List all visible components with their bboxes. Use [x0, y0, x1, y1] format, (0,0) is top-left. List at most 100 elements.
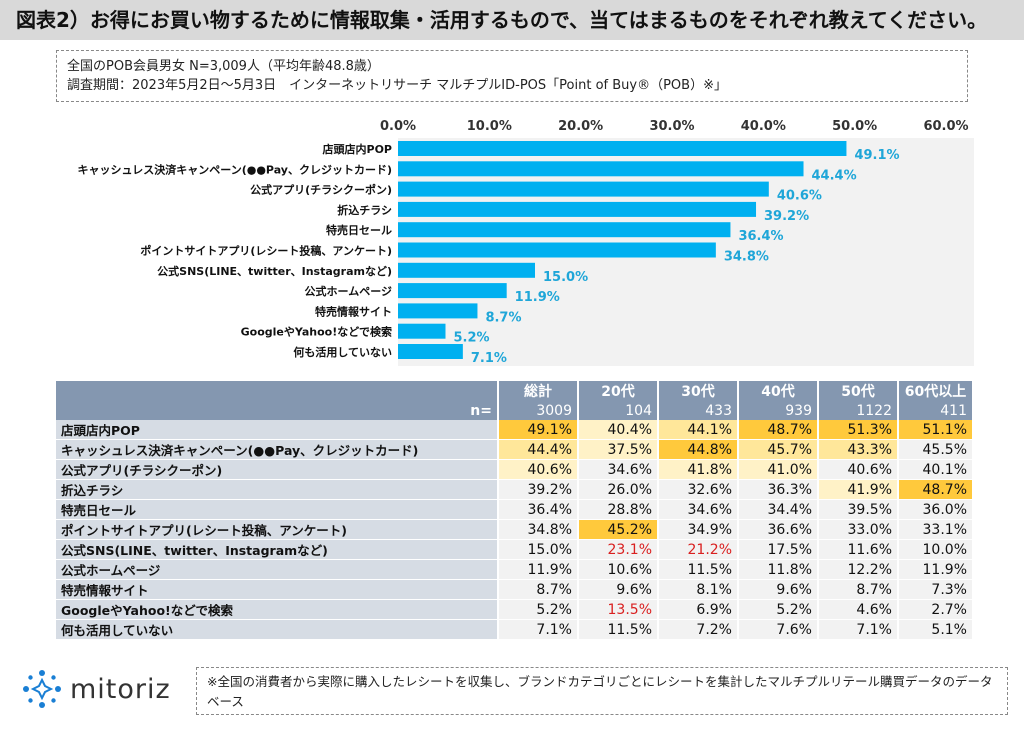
row-label: GoogleやYahoo!などで検索 — [56, 600, 499, 620]
x-tick-label: 30.0% — [649, 119, 694, 134]
table-cell: 45.7% — [739, 440, 819, 460]
category-label: GoogleやYahoo!などで検索 — [241, 325, 392, 339]
table-cell: 48.7% — [739, 420, 819, 440]
crosstab-table: 総計 20代 30代 40代 50代 60代以上 n= 3009 104 433… — [56, 381, 974, 640]
row-label: 公式アプリ(チラシクーポン) — [56, 460, 499, 480]
table-cell: 11.5% — [659, 560, 739, 580]
n-cell: 1122 — [819, 401, 899, 420]
x-tick-label: 10.0% — [467, 119, 512, 134]
table-cell: 44.4% — [499, 440, 579, 460]
survey-info-box: 全国のPOB会員男女 N=3,009人（平均年齢48.8歳） 調査期間：2023… — [56, 50, 968, 102]
table-row: 店頭店内POP 49.1% 40.4% 44.1% 48.7% 51.3% 51.1% — [56, 420, 974, 440]
bar — [398, 222, 731, 238]
table-cell: 26.0% — [579, 480, 659, 500]
data-label: 49.1% — [854, 148, 899, 163]
table-cell: 15.0% — [499, 540, 579, 560]
logo-text: mitoriz — [70, 673, 171, 705]
table-cell: 4.6% — [819, 600, 899, 620]
category-label: 公式ホームページ — [305, 284, 392, 298]
header-cell: 50代 — [819, 381, 899, 401]
table-cell: 9.6% — [739, 580, 819, 600]
x-tick-label: 20.0% — [558, 119, 603, 134]
page-title: 図表2）お得にお買い物するために情報取集・活用するもので、当てはまるものをそれぞ… — [0, 0, 1024, 40]
table-row: GoogleやYahoo!などで検索 5.2% 13.5% 6.9% 5.2% 4.6% 2… — [56, 600, 974, 620]
category-label: 何も活用していない — [293, 345, 392, 359]
table-row: キャッシュレス決済キャンペーン(●●Pay、クレジットカード) 44.4% 37.5… — [56, 440, 974, 460]
table-cell: 33.0% — [819, 520, 899, 540]
data-label: 15.0% — [543, 270, 588, 285]
table-cell: 36.4% — [499, 500, 579, 520]
sparkle-logo-icon — [23, 670, 61, 708]
bar — [398, 181, 769, 197]
table-cell: 34.9% — [659, 520, 739, 540]
table-cell: 33.1% — [899, 520, 974, 540]
table-cell: 7.2% — [659, 620, 739, 640]
table-cell: 51.1% — [899, 420, 974, 440]
header-cell: 40代 — [739, 381, 819, 401]
table-cell: 41.8% — [659, 460, 739, 480]
header-blank — [56, 381, 499, 401]
table-cell: 13.5% — [579, 600, 659, 620]
table-cell: 44.8% — [659, 440, 739, 460]
table-cell: 40.6% — [819, 460, 899, 480]
x-tick-label: 40.0% — [741, 119, 786, 134]
table-cell: 34.6% — [659, 500, 739, 520]
table-cell: 51.3% — [819, 420, 899, 440]
category-label: 店頭店内POP — [323, 142, 392, 156]
n-cell: 939 — [739, 401, 819, 420]
bar — [398, 141, 847, 156]
table-cell: 6.9% — [659, 600, 739, 620]
table-cell: 8.1% — [659, 580, 739, 600]
data-label: 44.4% — [812, 168, 857, 183]
survey-sample-text: 全国のPOB会員男女 N=3,009人（平均年齢48.8歳） — [67, 59, 380, 74]
n-cell: 411 — [899, 401, 974, 420]
survey-period-text: 調査期間：2023年5月2日～5月3日 インターネットリサーチ マルチプルID-… — [67, 78, 727, 93]
category-label: 折込チラシ — [337, 203, 392, 217]
table-n-row: n= 3009 104 433 939 1122 411 — [56, 401, 974, 420]
category-label: 公式SNS(LINE、twitter、Instagramなど) — [157, 264, 392, 278]
header-cell: 総計 — [499, 381, 579, 401]
table-cell: 11.5% — [579, 620, 659, 640]
bar — [398, 242, 716, 258]
row-label: 公式ホームページ — [56, 560, 499, 580]
table-cell: 7.6% — [739, 620, 819, 640]
table-cell: 39.2% — [499, 480, 579, 500]
data-label: 34.8% — [724, 250, 769, 265]
table-cell: 49.1% — [499, 420, 579, 440]
table-cell: 39.5% — [819, 500, 899, 520]
n-cell: 104 — [579, 401, 659, 420]
data-label: 7.1% — [471, 351, 507, 366]
table-cell: 34.4% — [739, 500, 819, 520]
table-cell: 11.9% — [899, 560, 974, 580]
table-row: ポイントサイトアプリ(レシート投稿、アンケート) 34.8% 45.2% 34.9% 3… — [56, 520, 974, 540]
table-cell: 41.9% — [819, 480, 899, 500]
bar — [398, 283, 507, 299]
bar — [398, 201, 757, 217]
row-label: 折込チラシ — [56, 480, 499, 500]
footnote-box: ※全国の消費者から実際に購入したレシートを収集し、ブランドカテゴリごとにレシート… — [196, 667, 1008, 715]
category-label: キャッシュレス決済キャンペーン(●●Pay、クレジットカード) — [77, 162, 392, 176]
x-tick-label: 50.0% — [832, 119, 877, 134]
x-tick-label: 0.0% — [380, 119, 416, 134]
row-label: 何も活用していない — [56, 620, 499, 640]
table-cell: 36.3% — [739, 480, 819, 500]
data-label: 8.7% — [485, 310, 521, 325]
data-label: 40.6% — [777, 189, 822, 204]
table-cell: 36.6% — [739, 520, 819, 540]
data-label: 39.2% — [764, 209, 809, 224]
table-cell: 10.6% — [579, 560, 659, 580]
table-cell: 8.7% — [819, 580, 899, 600]
bar — [398, 303, 478, 319]
table-row: 特売情報サイト 8.7% 9.6% 8.1% 9.6% 8.7% 7.3% — [56, 580, 974, 600]
row-label: 店頭店内POP — [56, 420, 499, 440]
table-cell: 11.8% — [739, 560, 819, 580]
mitoriz-logo: mitoriz — [20, 664, 200, 714]
table-cell: 12.2% — [819, 560, 899, 580]
table-cell: 5.2% — [739, 600, 819, 620]
table-cell: 40.6% — [499, 460, 579, 480]
row-label: ポイントサイトアプリ(レシート投稿、アンケート) — [56, 520, 499, 540]
row-label: 特売情報サイト — [56, 580, 499, 600]
table-row: 公式アプリ(チラシクーポン) 40.6% 34.6% 41.8% 41.0% 40.6% 4… — [56, 460, 974, 480]
row-label: 公式SNS(LINE、twitter、Instagramなど) — [56, 540, 499, 560]
category-label: 特売日セール — [326, 223, 392, 237]
